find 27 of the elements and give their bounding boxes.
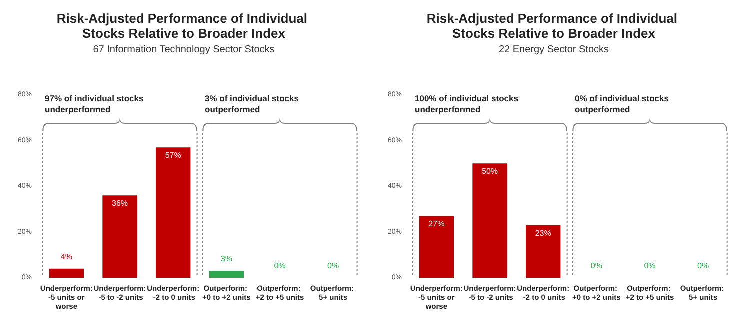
bar — [102, 196, 138, 278]
data-label: 23% — [535, 228, 552, 238]
data-label: 57% — [165, 151, 182, 160]
bar — [419, 216, 454, 278]
data-label: 0% — [698, 262, 710, 270]
bar — [49, 268, 84, 278]
annotation: 0% of individual stocks outperformed — [575, 94, 672, 114]
data-label: 3% — [220, 254, 232, 264]
annotation: 3% of individual stocks outperformed — [205, 94, 302, 114]
bar — [156, 148, 191, 278]
data-label: 27% — [428, 220, 445, 229]
data-label: 0% — [274, 262, 286, 270]
chart-title: Risk-Adjusted Performance of Individual Stocks Relative to Broader Index — [56, 11, 312, 41]
data-label: 0% — [644, 262, 656, 270]
chart-subtitle: 67 Information Technology Sector Stocks — [93, 44, 275, 56]
bar — [526, 225, 561, 278]
data-label: 50% — [482, 167, 498, 176]
annotation: 100% of individual stocks underperformed — [415, 94, 521, 114]
chart-subtitle: 22 Energy Sector Stocks — [498, 44, 610, 56]
bar — [209, 271, 244, 278]
data-label: 0% — [590, 262, 602, 270]
annotation: 97% of individual stocks underperformed — [45, 94, 146, 114]
data-label: 0% — [328, 262, 340, 270]
data-label: 36% — [112, 199, 128, 208]
bar — [472, 164, 508, 278]
chart-title: Risk-Adjusted Performance of Individual Stocks Relative to Broader Index — [426, 11, 682, 41]
data-label: 4% — [60, 252, 72, 262]
